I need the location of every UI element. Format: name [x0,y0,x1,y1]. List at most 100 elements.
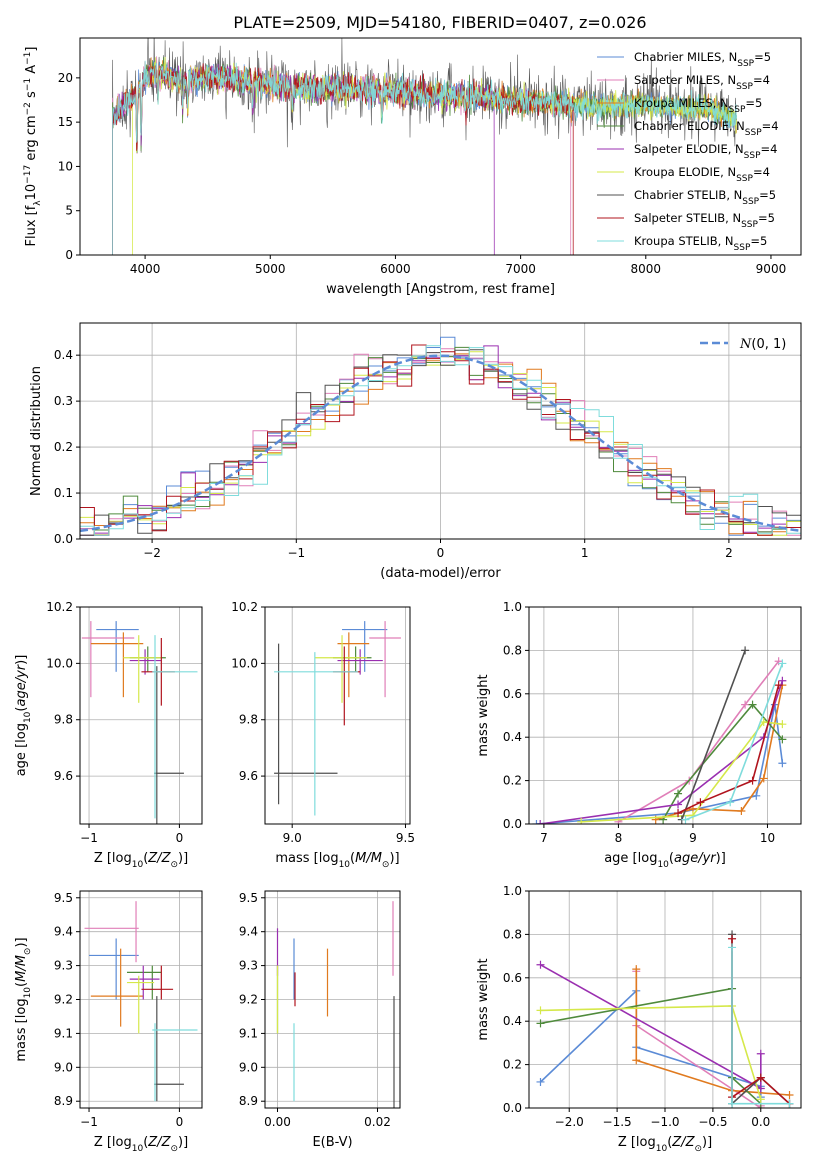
panel-mass_vs_ebv: 0.00 0.02 8.9 9.0 9.1 9.2 9.3 9.4 9.5 E(B-V) [239,890,401,1150]
axes-frame [79,37,802,256]
y-tick-label: 0.0 [503,1101,522,1115]
panel-mass_vs_Z: −1 0 8.9 9.0 9.1 9.2 9.3 9.4 9.5 Z [log10(Z/Z⊙)] m… [14,890,203,1154]
errorbar-point [84,901,139,963]
histogram-kroupa-stelib [80,345,801,536]
x-axis-label: mass [log10(M/M⊙)] [275,851,399,870]
y-tick-label: 9.1 [54,1026,73,1040]
x-tick-label: 4000 [130,262,161,276]
gridlines [529,606,801,825]
series-line [635,969,790,1096]
x-tick-label: 7000 [505,262,536,276]
data-point [536,960,545,969]
legend: Chabrier MILES, NSSP=5 Salpeter MILES, NS… [597,50,779,253]
x-axis-label: Z [log10(Z/Z⊙)] [94,1135,188,1154]
errorbar-point [274,643,338,805]
x-tick-label: 8000 [631,262,662,276]
axes-frame [79,606,203,825]
data-point [774,681,783,690]
y-tick-label: 9.8 [54,713,73,727]
errorbar-point [81,621,135,698]
legend-entry: Chabrier ELODIE, NSSP=4 [634,119,779,138]
series-kroupa-miles [651,681,787,824]
data-point [674,809,683,818]
data-point [741,700,750,709]
y-axis-label: Normed distribution [29,366,44,496]
data-point [532,820,541,824]
x-tick-label: 0.00 [264,1115,291,1129]
axes-frame [528,606,802,825]
data-point [748,700,757,709]
data-point [778,720,787,729]
x-tick-label: 0 [176,1115,184,1129]
y-tick-label: 0.0 [503,817,522,831]
x-tick-label: 9000 [756,262,787,276]
y-tick-label: 20 [58,71,73,85]
y-tick-label: 10.2 [46,600,73,614]
x-tick-label: −1.5 [603,1115,632,1129]
x-axis-label: (data-model)/error [380,566,501,581]
y-tick-label: 9.3 [239,959,258,973]
axes-frame [79,890,203,1109]
y-tick-label: 0 [65,248,73,262]
data-point [756,1049,765,1058]
legend: N(0, 1) [700,337,786,352]
x-axis-label: wavelength [Angstrom, rest frame] [326,282,555,297]
series-salpeter-elodie [536,960,765,1093]
series-line [540,964,762,1090]
plot-area [536,930,794,1108]
axes-frame [264,606,411,825]
panel-massweight_vs_Z: −2.0 −1.5 −1.0 −0.5 0.0 0.0 0.2 0.4 0.6 0.8 1.0 Z [… [476,884,802,1154]
gridlines [265,606,410,824]
y-tick-label: 0.1 [54,486,73,500]
panel-age_vs_mass: 9.0 9.5 9.6 9.8 10.0 10.2 mass [log10(M/M⊙)] [231,600,415,870]
legend-entry: Kroupa STELIB, NSSP=5 [634,234,767,253]
errorbar-point [89,938,139,1000]
errorbar-point [123,635,162,703]
x-tick-label: 9 [689,831,697,845]
y-axis-label: mass [log10(M/M⊙)] [14,937,33,1061]
y-tick-label: 9.8 [239,713,258,727]
errorbar-point [342,621,388,672]
series-line [677,684,780,814]
errorbar-point [129,649,162,675]
plot-area [81,621,198,824]
y-tick-label: 0.2 [54,440,73,454]
y-tick-label: 10.0 [231,656,258,670]
y-tick-label: 8.9 [239,1094,258,1108]
data-point [674,800,683,809]
data-point [681,815,690,824]
gaussian-curve [80,354,801,533]
data-point [759,774,768,783]
data-point [536,820,545,824]
y-axis-label: mass weight [476,674,491,756]
x-axis-label: Z [log10(Z/Z⊙)] [618,1135,712,1154]
series-line [681,650,746,820]
data-point [674,789,683,798]
axes-frame [79,322,802,540]
panel-spectrum: 4000 5000 6000 7000 8000 9000 0 5 10 15 20 Chabrier… [23,37,802,297]
x-tick-label: 10 [760,831,775,845]
y-tick-label: 0.6 [503,687,522,701]
errorbar-point [90,632,144,698]
y-tick-label: 0.8 [503,927,522,941]
data-point [778,676,787,685]
data-point [741,646,750,655]
series-salpeter-stelib [674,681,783,818]
errorbar-point [90,948,144,1027]
x-tick-label: 9.5 [396,831,415,845]
legend-entry: Kroupa ELODIE, NSSP=4 [634,165,770,184]
data-point [536,1006,545,1015]
x-tick-label: 8 [615,831,623,845]
series-line [581,721,783,823]
y-tick-label: 9.6 [54,769,73,783]
data-point [728,943,737,952]
series-line [617,660,780,823]
data-point [726,798,735,807]
data-point [632,1056,641,1065]
y-tick-label: 9.2 [239,993,258,1007]
y-tick-label: 0.3 [54,394,73,408]
y-tick-label: 9.3 [54,959,73,973]
y-tick-label: 5 [65,204,73,218]
errorbar-point [154,996,184,1102]
